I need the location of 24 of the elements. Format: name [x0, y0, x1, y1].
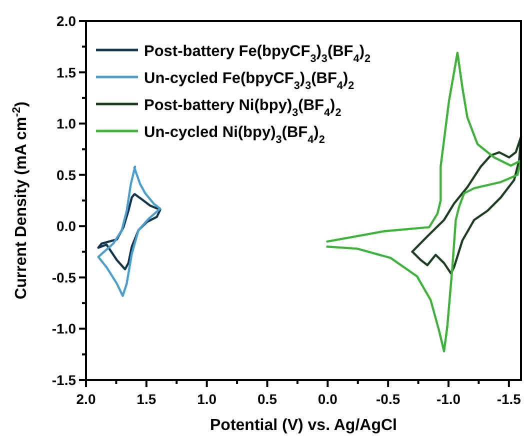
y-tick-label: 0.5	[56, 166, 76, 183]
line-series	[97, 193, 162, 270]
x-tick-label: 1.5	[136, 391, 156, 407]
line-series	[411, 136, 522, 274]
x-tick-label: 2.0	[76, 391, 96, 407]
y-tick-label: -1.0	[52, 320, 76, 337]
x-tick-label: 1.0	[197, 391, 217, 407]
legend-label: Post-battery Fe(bpyCF$_{3}$)$_{3}$(BF$_{4}$)$_{2}$	[144, 43, 371, 65]
y-tick-label: 0.0	[56, 218, 76, 234]
y-tick-label: 1.0	[56, 116, 76, 132]
x-tick-label: 0.0	[318, 391, 338, 407]
legend-label: Post-battery Ni(bpy)$_{3}$(BF$_{4}$)$_{2}$	[144, 97, 342, 119]
x-tick-label: -0.5	[376, 391, 400, 407]
legend-label: Un-cycled Ni(bpy)$_{3}$(BF$_{4}$)$_{2}$	[144, 124, 325, 146]
line-series	[97, 166, 162, 297]
legend-label: Un-cycled Fe(bpyCF$_{3}$)$_{3}$(BF$_{4}$)$_{2}$	[144, 70, 354, 92]
y-tick-label: 2.0	[56, 13, 76, 29]
x-tick-label: -1.0	[436, 391, 461, 407]
y-tick-label: 1.5	[56, 64, 76, 80]
x-tick-label: 0.5	[258, 391, 278, 407]
y-tick-label: -1.5	[52, 372, 76, 388]
x-axis-title: Potential (V) vs. Ag/AgCl	[210, 417, 397, 434]
x-tick-label: -1.5	[496, 391, 522, 407]
y-tick-label: -0.5	[52, 269, 76, 286]
